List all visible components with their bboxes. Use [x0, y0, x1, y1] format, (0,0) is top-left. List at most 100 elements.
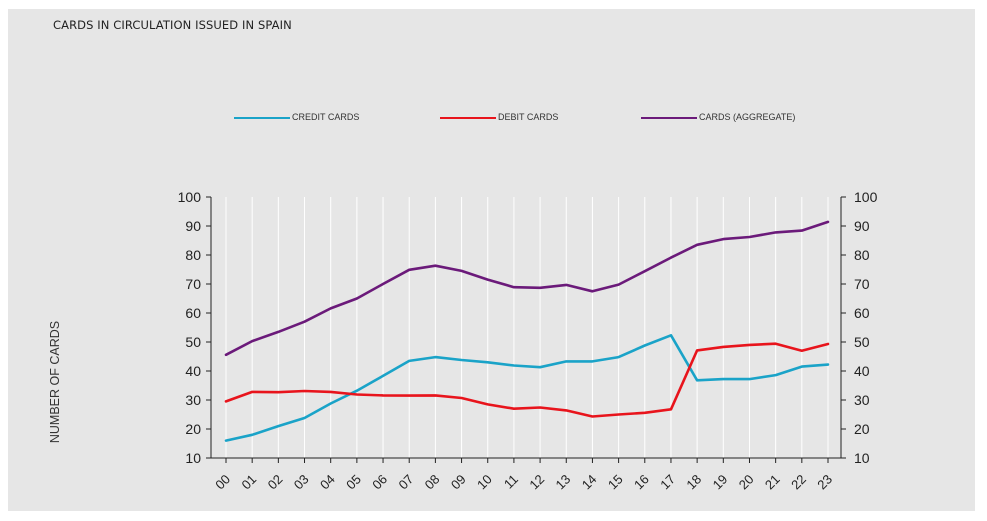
x-tick-label: 12: [526, 472, 547, 493]
x-tick-label: 04: [317, 472, 338, 493]
chart-title: CARDS IN CIRCULATION ISSUED IN SPAIN: [53, 18, 292, 32]
data-point-credit-cards-13: [565, 360, 568, 363]
y-tick-label-left: 90: [185, 218, 201, 234]
data-point-debit-cards-09: [460, 397, 463, 399]
y-tick-label-right: 90: [854, 218, 870, 234]
x-tick-label: 20: [736, 472, 757, 493]
data-point-cards-aggregate-00: [225, 353, 227, 356]
series-line-cards-aggregate: [224, 220, 830, 357]
data-point-debit-cards-08: [434, 394, 437, 397]
data-point-credit-cards-12: [539, 366, 541, 369]
data-point-cards-aggregate-23: [827, 221, 829, 223]
x-tick-label: 02: [265, 472, 286, 493]
x-tick-label: 19: [710, 472, 731, 493]
data-point-cards-aggregate-18: [696, 243, 699, 246]
data-point-debit-cards-07: [408, 394, 411, 397]
data-point-debit-cards-01: [251, 390, 254, 393]
data-point-cards-aggregate-21: [774, 231, 777, 234]
data-point-credit-cards-10: [486, 361, 489, 364]
data-point-credit-cards-04: [329, 402, 332, 405]
x-tick-label: 18: [683, 472, 704, 493]
chart-panel: [8, 9, 975, 511]
x-tick-label: 09: [448, 472, 469, 493]
data-point-credit-cards-14: [591, 360, 594, 363]
y-tick-label-left: 80: [185, 247, 201, 263]
data-point-debit-cards-06: [382, 394, 384, 397]
legend-swatch-credit-cards: [234, 117, 290, 119]
x-tick-label: 13: [553, 472, 574, 493]
data-point-cards-aggregate-04: [329, 307, 332, 310]
data-point-cards-aggregate-09: [460, 270, 463, 272]
data-point-cards-aggregate-14: [591, 290, 594, 293]
x-tick-label: 08: [422, 472, 443, 493]
data-point-debit-cards-18: [696, 349, 699, 352]
data-point-cards-aggregate-19: [722, 238, 725, 240]
data-point-credit-cards-03: [303, 417, 306, 419]
data-point-debit-cards-05: [355, 393, 358, 396]
x-tick-label: 11: [501, 472, 521, 492]
data-point-debit-cards-16: [643, 411, 646, 414]
y-tick-label-left: 30: [185, 392, 201, 408]
y-tick-label-left: 70: [185, 276, 201, 292]
y-tick-label-left: 50: [185, 334, 201, 350]
data-point-credit-cards-16: [643, 344, 646, 347]
data-point-debit-cards-03: [303, 390, 306, 392]
series-line-debit-cards: [224, 342, 830, 418]
data-point-credit-cards-08: [434, 356, 437, 358]
y-tick-label-right: 50: [854, 334, 870, 350]
data-point-debit-cards-17: [670, 408, 672, 411]
data-point-debit-cards-20: [748, 344, 751, 346]
x-tick-label: 17: [657, 472, 678, 493]
data-point-cards-aggregate-01: [251, 340, 254, 343]
data-point-cards-aggregate-05: [355, 297, 358, 300]
series-line-credit-cards: [224, 333, 830, 442]
y-tick-label-left: 100: [178, 189, 202, 205]
data-point-debit-cards-22: [800, 349, 803, 352]
y-tick-label-right: 20: [854, 421, 870, 437]
x-tick-label: 15: [605, 472, 626, 493]
data-point-cards-aggregate-20: [748, 236, 751, 238]
data-point-debit-cards-14: [591, 415, 594, 418]
x-tick-label: 23: [814, 472, 835, 493]
data-point-credit-cards-06: [382, 375, 384, 377]
y-tick-label-right: 80: [854, 247, 870, 263]
y-tick-label-left: 20: [185, 421, 201, 437]
y-tick-label-right: 40: [854, 363, 870, 379]
data-point-cards-aggregate-11: [513, 286, 515, 289]
data-point-cards-aggregate-10: [486, 278, 489, 281]
data-point-debit-cards-13: [565, 409, 568, 412]
y-tick-label-right: 70: [854, 276, 870, 292]
data-point-debit-cards-00: [225, 400, 227, 403]
legend-label-cards-aggregate: CARDS (AGGREGATE): [699, 112, 796, 122]
data-point-credit-cards-18: [696, 379, 699, 382]
y-tick-label-left: 10: [185, 450, 201, 466]
data-point-debit-cards-11: [513, 407, 515, 410]
x-tick-label: 05: [343, 472, 364, 493]
y-tick-label-right: 60: [854, 305, 870, 321]
data-point-cards-aggregate-06: [382, 283, 384, 285]
data-point-credit-cards-07: [408, 359, 411, 362]
x-tick-label: 16: [631, 472, 652, 493]
data-point-cards-aggregate-12: [539, 286, 541, 289]
data-point-cards-aggregate-03: [303, 320, 306, 323]
data-point-debit-cards-19: [722, 346, 725, 348]
data-point-cards-aggregate-07: [408, 268, 411, 271]
data-point-credit-cards-21: [774, 374, 777, 376]
data-point-cards-aggregate-13: [565, 283, 568, 286]
data-point-cards-aggregate-15: [617, 283, 620, 286]
x-tick-label: 14: [579, 472, 600, 493]
data-point-credit-cards-05: [355, 389, 358, 392]
legend-label-credit-cards: CREDIT CARDS: [292, 112, 360, 122]
data-point-cards-aggregate-02: [277, 330, 280, 333]
x-tick-label: 22: [788, 472, 809, 493]
data-point-cards-aggregate-08: [434, 264, 437, 267]
data-point-credit-cards-11: [513, 364, 515, 367]
legend-label-debit-cards: DEBIT CARDS: [498, 112, 559, 122]
data-point-credit-cards-19: [722, 378, 725, 381]
data-point-debit-cards-10: [486, 403, 489, 406]
legend-swatch-cards-aggregate: [641, 117, 697, 119]
data-point-cards-aggregate-17: [670, 256, 672, 259]
data-point-debit-cards-04: [329, 390, 332, 393]
y-tick-label-right: 10: [854, 450, 870, 466]
data-point-credit-cards-02: [277, 425, 280, 427]
